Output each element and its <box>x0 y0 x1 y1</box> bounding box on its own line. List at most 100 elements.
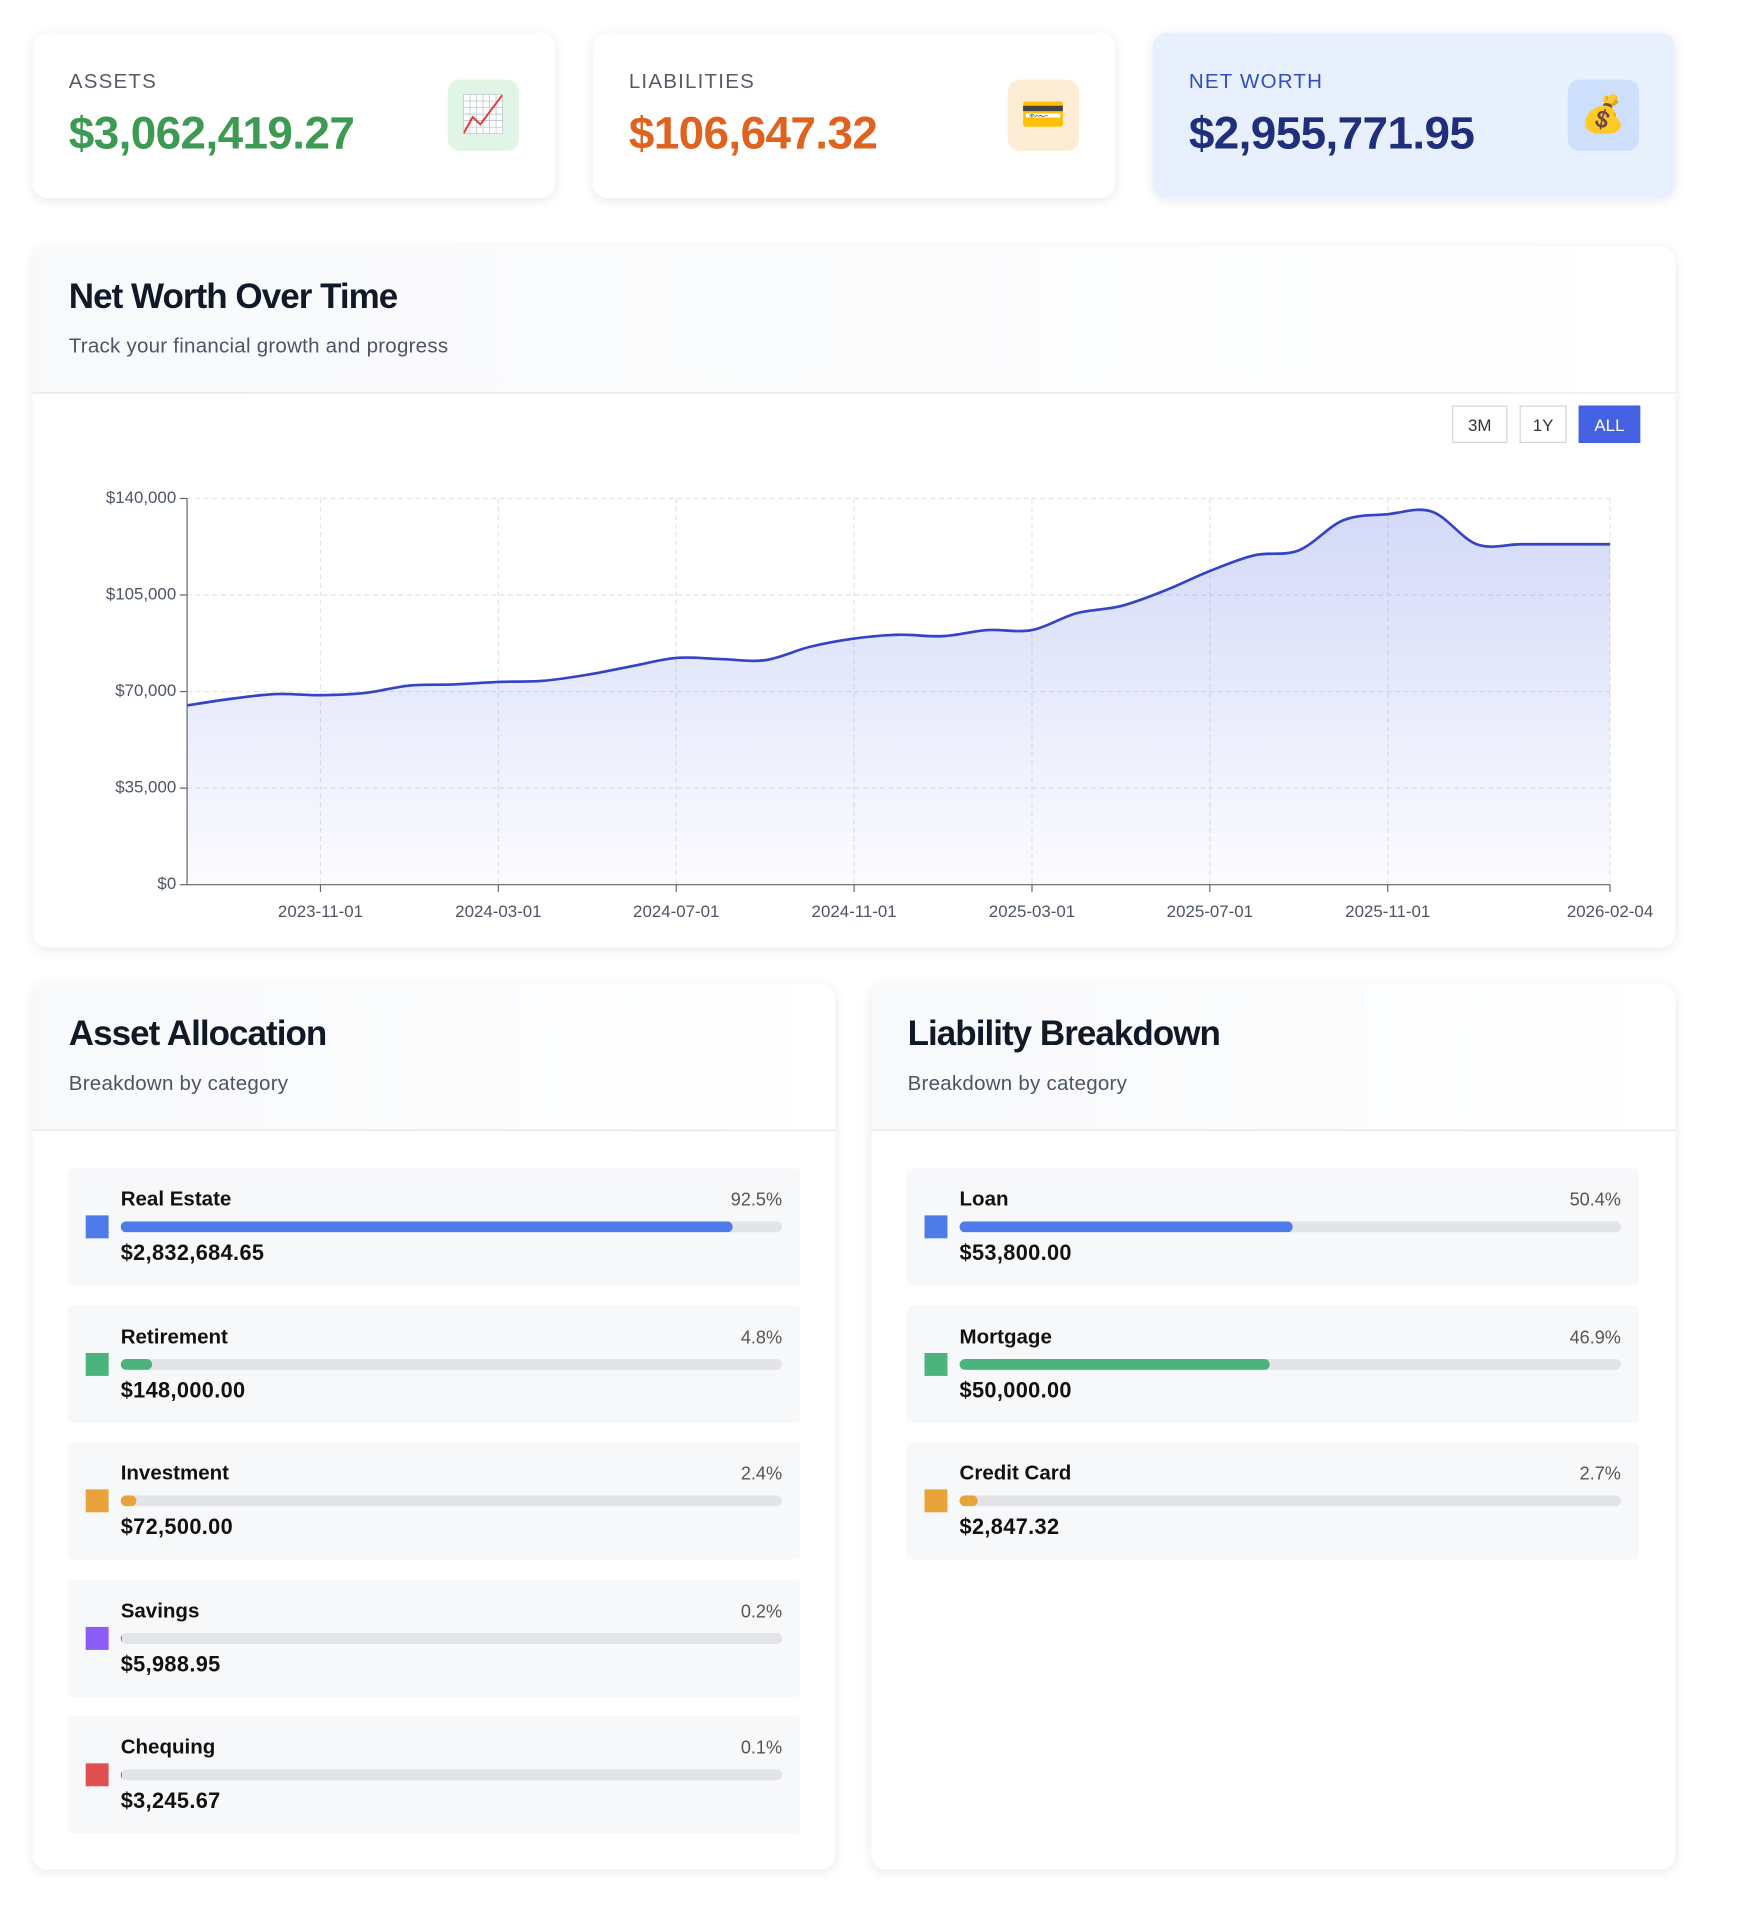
assets-card: ASSETS $3,062,419.27 📈 <box>32 32 556 198</box>
progress-bar <box>120 1769 122 1781</box>
allocation-item: Credit Card 2.7% $2,847.32 <box>906 1442 1640 1560</box>
progress-track <box>120 1221 783 1233</box>
x-tick-label: 2024-03-01 <box>455 902 541 921</box>
liabilities-card: LIABILITIES $106,647.32 💳 <box>592 32 1116 198</box>
item-name: Savings <box>120 1598 200 1622</box>
x-tick-label: 2024-11-01 <box>812 902 897 921</box>
card-icon: 💰 <box>1567 79 1640 151</box>
range-button[interactable]: 3M <box>1451 405 1508 443</box>
item-amount: $5,988.95 <box>120 1651 221 1676</box>
item-name: Investment <box>120 1461 230 1485</box>
progress-bar <box>120 1632 123 1644</box>
item-percent: 46.9% <box>1569 1327 1621 1348</box>
section-subtitle: Breakdown by category <box>68 1071 289 1095</box>
card-icon: 💳 <box>1007 79 1080 151</box>
area-fill <box>187 509 1611 885</box>
progress-bar <box>959 1221 1293 1233</box>
line <box>186 508 1611 707</box>
card-icon: 📈 <box>447 79 519 151</box>
allocation-item: Loan 50.4% $53,800.00 <box>906 1168 1640 1286</box>
allocation-item: Mortgage 46.9% $50,000.00 <box>906 1305 1640 1423</box>
item-amount: $72,500.00 <box>120 1514 234 1539</box>
progress-bar <box>959 1358 1270 1370</box>
x-tick-label: 2026-02-04 <box>1567 902 1653 921</box>
card-header: Liability Breakdown Breakdown by categor… <box>871 983 1676 1131</box>
item-name: Retirement <box>120 1324 228 1348</box>
color-swatch <box>85 1626 109 1650</box>
color-swatch <box>85 1215 109 1239</box>
color-swatch <box>924 1489 948 1513</box>
asset-allocation-card: Asset Allocation Breakdown by category R… <box>32 983 836 1870</box>
allocation-item: Retirement 4.8% $148,000.00 <box>67 1305 801 1423</box>
card-header: Net Worth Over Time Track your financial… <box>32 246 1676 394</box>
item-name: Real Estate <box>120 1187 232 1211</box>
x-tick-label: 2025-11-01 <box>1345 902 1430 921</box>
color-swatch <box>924 1352 948 1376</box>
chart-title: Net Worth Over Time <box>68 277 398 317</box>
progress-bar <box>120 1358 153 1370</box>
item-amount: $53,800.00 <box>959 1240 1072 1265</box>
item-percent: 2.7% <box>1579 1464 1621 1485</box>
item-name: Credit Card <box>959 1461 1072 1485</box>
color-swatch <box>924 1215 948 1239</box>
color-swatch <box>85 1352 109 1376</box>
chart-card: Net Worth Over Time Track your financial… <box>32 246 1676 948</box>
card-label: NET WORTH <box>1188 70 1324 93</box>
item-name: Loan <box>959 1187 1009 1211</box>
card-value: $106,647.32 <box>628 108 878 160</box>
item-percent: 50.4% <box>1569 1190 1621 1211</box>
y-tick-label: $140,000 <box>106 488 176 507</box>
x-tick-label: 2025-07-01 <box>1167 902 1253 921</box>
progress-track <box>120 1358 783 1370</box>
x-tick-label: 2023-11-01 <box>278 902 363 921</box>
color-swatch <box>85 1763 109 1787</box>
range-button[interactable]: ALL <box>1578 405 1641 443</box>
allocation-item: Investment 2.4% $72,500.00 <box>67 1442 801 1560</box>
progress-track <box>120 1632 783 1644</box>
y-tick-label: $70,000 <box>115 681 176 700</box>
chart-subtitle: Track your financial growth and progress <box>68 334 449 358</box>
line-chart: $0 $35,000 $70,000 $105,000 $140,000 2023-11-… <box>106 488 1653 921</box>
item-amount: $2,832,684.65 <box>120 1240 265 1265</box>
card-label: ASSETS <box>68 70 158 93</box>
allocation-item: Chequing 0.1% $3,245.67 <box>67 1716 801 1834</box>
section-title: Asset Allocation <box>68 1015 327 1054</box>
item-name: Chequing <box>120 1735 216 1759</box>
y-tick-label: $105,000 <box>106 584 176 603</box>
y-tick-label: $0 <box>157 874 176 893</box>
item-amount: $50,000.00 <box>959 1377 1072 1402</box>
item-percent: 2.4% <box>740 1464 783 1485</box>
range-button[interactable]: 1Y <box>1519 405 1567 443</box>
progress-bar <box>120 1495 137 1507</box>
allocation-item: Real Estate 92.5% $2,832,684.65 <box>67 1168 801 1286</box>
item-amount: $3,245.67 <box>120 1788 221 1813</box>
item-name: Mortgage <box>959 1324 1052 1348</box>
item-amount: $2,847.32 <box>959 1514 1060 1539</box>
progress-bar <box>120 1221 733 1233</box>
liability-breakdown-card: Liability Breakdown Breakdown by categor… <box>871 983 1676 1870</box>
color-swatch <box>85 1489 109 1513</box>
progress-bar <box>959 1495 978 1507</box>
item-percent: 4.8% <box>740 1327 783 1348</box>
card-label: LIABILITIES <box>628 70 756 93</box>
net-worth-card: NET WORTH $2,955,771.95 💰 <box>1152 32 1676 198</box>
card-value: $3,062,419.27 <box>68 108 355 160</box>
section-subtitle: Breakdown by category <box>907 1071 1128 1095</box>
progress-track <box>959 1221 1621 1233</box>
item-percent: 0.1% <box>740 1737 783 1759</box>
progress-track <box>959 1358 1621 1370</box>
item-percent: 92.5% <box>730 1190 783 1211</box>
allocation-item: Savings 0.2% $5,988.95 <box>67 1579 801 1697</box>
card-value: $2,955,771.95 <box>1188 108 1475 160</box>
x-tick-label: 2024-07-01 <box>633 902 719 921</box>
item-percent: 0.2% <box>740 1601 783 1622</box>
progress-track <box>120 1495 783 1507</box>
section-title: Liability Breakdown <box>907 1015 1221 1054</box>
progress-track <box>959 1495 1621 1507</box>
y-tick-label: $35,000 <box>115 778 176 797</box>
x-tick-label: 2025-03-01 <box>989 902 1075 921</box>
progress-track <box>120 1769 783 1781</box>
item-amount: $148,000.00 <box>120 1377 246 1402</box>
